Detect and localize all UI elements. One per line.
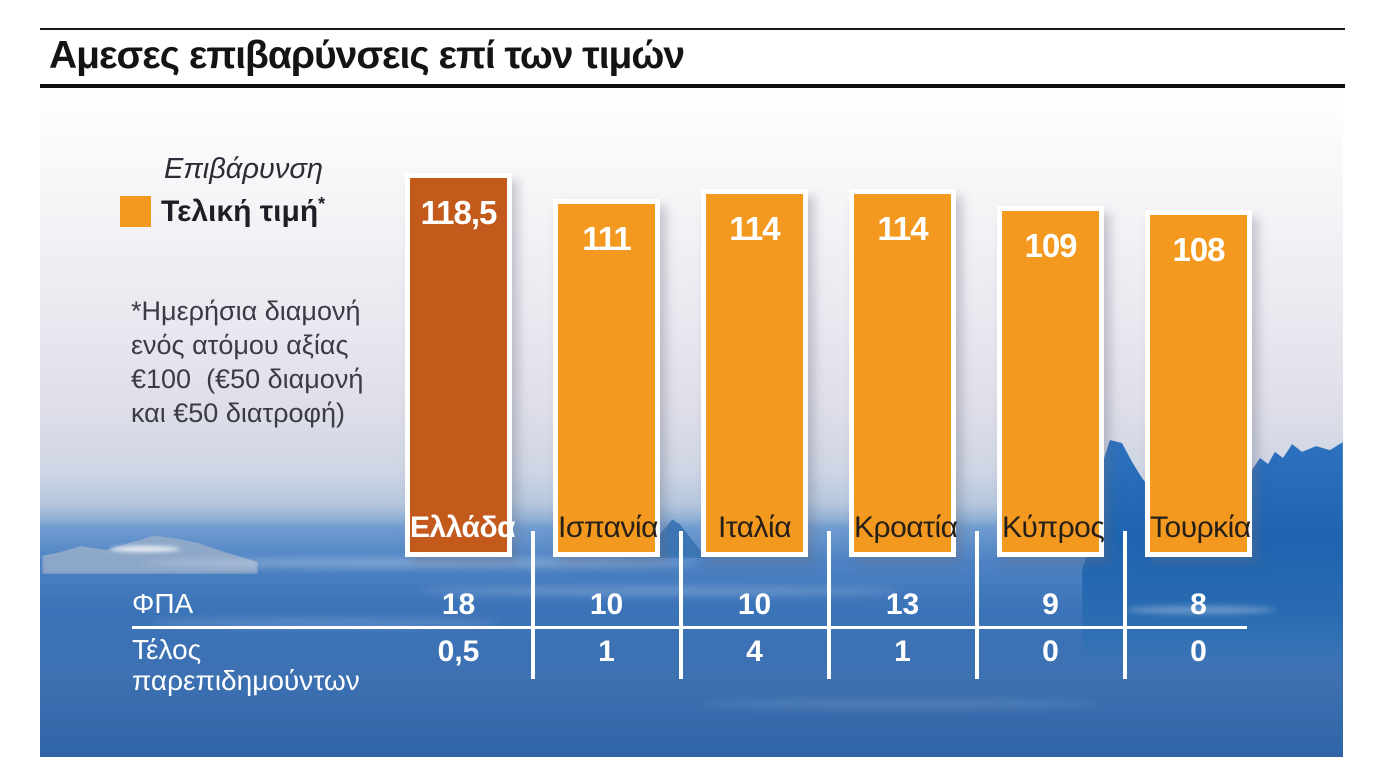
bar-value-label: 114 <box>877 209 928 247</box>
bar-country-label: Ισπανία <box>558 511 658 544</box>
footnote-line: ενός ατόμου αξίας <box>131 330 349 360</box>
table-cell-Τέλος παρεπιδημούντων-Κύπρος: 0 <box>1042 635 1059 668</box>
legend-final-price-text: Τελική τιμή <box>161 195 319 228</box>
table-cell-Τέλος παρεπιδημούντων-Ισπανία: 1 <box>598 635 615 668</box>
legend-swatch <box>120 196 151 227</box>
footnote-line: €100 (€50 διαμονή <box>131 364 364 394</box>
sea-streak <box>150 618 500 628</box>
bar-country-label: Κροατία <box>854 511 958 544</box>
table-cell-ΦΠΑ-Κύπρος: 9 <box>1042 588 1059 621</box>
table-cell-ΦΠΑ-Τουρκία: 8 <box>1190 588 1207 621</box>
column-separator-line <box>678 531 683 679</box>
column-separator-line <box>826 531 831 679</box>
table-cell-Τέλος παρεπιδημούντων-Ιταλία: 4 <box>746 635 763 668</box>
column-separator-line <box>530 531 535 679</box>
bar-Κύπρος: 109 Κύπρος <box>997 206 1105 557</box>
table-divider-line <box>132 626 1247 629</box>
footnote-line: και €50 διατροφή) <box>131 398 346 428</box>
bar-Ελλάδα: 118,5 Ελλάδα <box>405 173 516 557</box>
bar-Τουρκία: 108 Τουρκία <box>1145 209 1252 557</box>
table-cell-ΦΠΑ-Ιταλία: 10 <box>737 588 772 621</box>
sea-streak <box>140 558 700 568</box>
table-cell-ΦΠΑ-Ελλάδα: 18 <box>441 588 476 621</box>
page-title: Αμεσες επιβαρύνσεις επί των τιμών <box>49 34 685 77</box>
table-cell-Τέλος παρεπιδημούντων-Ελλάδα: 0,5 <box>437 635 480 668</box>
bar-value-label: 114 <box>729 209 780 247</box>
table-row-label-line: Τέλος <box>132 634 202 665</box>
table-row-label-line: παρεπιδημούντων <box>132 665 360 696</box>
top-rule <box>40 28 1345 30</box>
bar-value-label: 109 <box>1024 227 1077 265</box>
legend-final-price-label: Τελική τιμή* <box>161 194 325 229</box>
bar-country-label: Ελλάδα <box>410 511 516 544</box>
legend-surcharge-label: Επιβάρυνση <box>164 153 323 185</box>
legend-asterisk: * <box>318 194 326 214</box>
table-row-label-vat: ΦΠΑ <box>132 588 194 619</box>
footnote-line: *Ημερήσια διαμονή <box>131 296 361 326</box>
sea-foam <box>1125 606 1275 614</box>
table-cell-ΦΠΑ-Ισπανία: 10 <box>589 588 624 621</box>
bar-value-label: 111 <box>582 220 631 258</box>
column-separator-line <box>974 531 979 679</box>
table-cell-ΦΠΑ-Κροατία: 13 <box>885 588 920 621</box>
bar-value-label: 118,5 <box>420 194 498 231</box>
island-cliff-highlight <box>110 546 180 552</box>
bar-country-label: Ιταλία <box>717 511 792 544</box>
sea-streak <box>420 587 900 595</box>
bar-value-label: 108 <box>1172 230 1225 268</box>
table-cell-Τέλος παρεπιδημούντων-Τουρκία: 0 <box>1190 635 1207 668</box>
bar-Κροατία: 114 Κροατία <box>849 188 958 557</box>
title-underline <box>40 84 1345 88</box>
table-cell-Τέλος παρεπιδημούντων-Κροατία: 1 <box>894 635 911 668</box>
sea-streak <box>700 698 1100 710</box>
bar-country-label: Κύπρος <box>1002 511 1105 544</box>
table-row-label-tourist-tax: Τέλος παρεπιδημούντων <box>132 634 360 696</box>
footnote: *Ημερήσια διαμονή ενός ατόμου αξίας €100… <box>131 294 363 430</box>
bar-Ισπανία: 111 Ισπανία <box>553 199 660 557</box>
bar-Ιταλία: 114 Ιταλία <box>701 188 808 557</box>
column-separator-line <box>1122 531 1127 679</box>
bar-country-label: Τουρκία <box>1150 511 1251 544</box>
